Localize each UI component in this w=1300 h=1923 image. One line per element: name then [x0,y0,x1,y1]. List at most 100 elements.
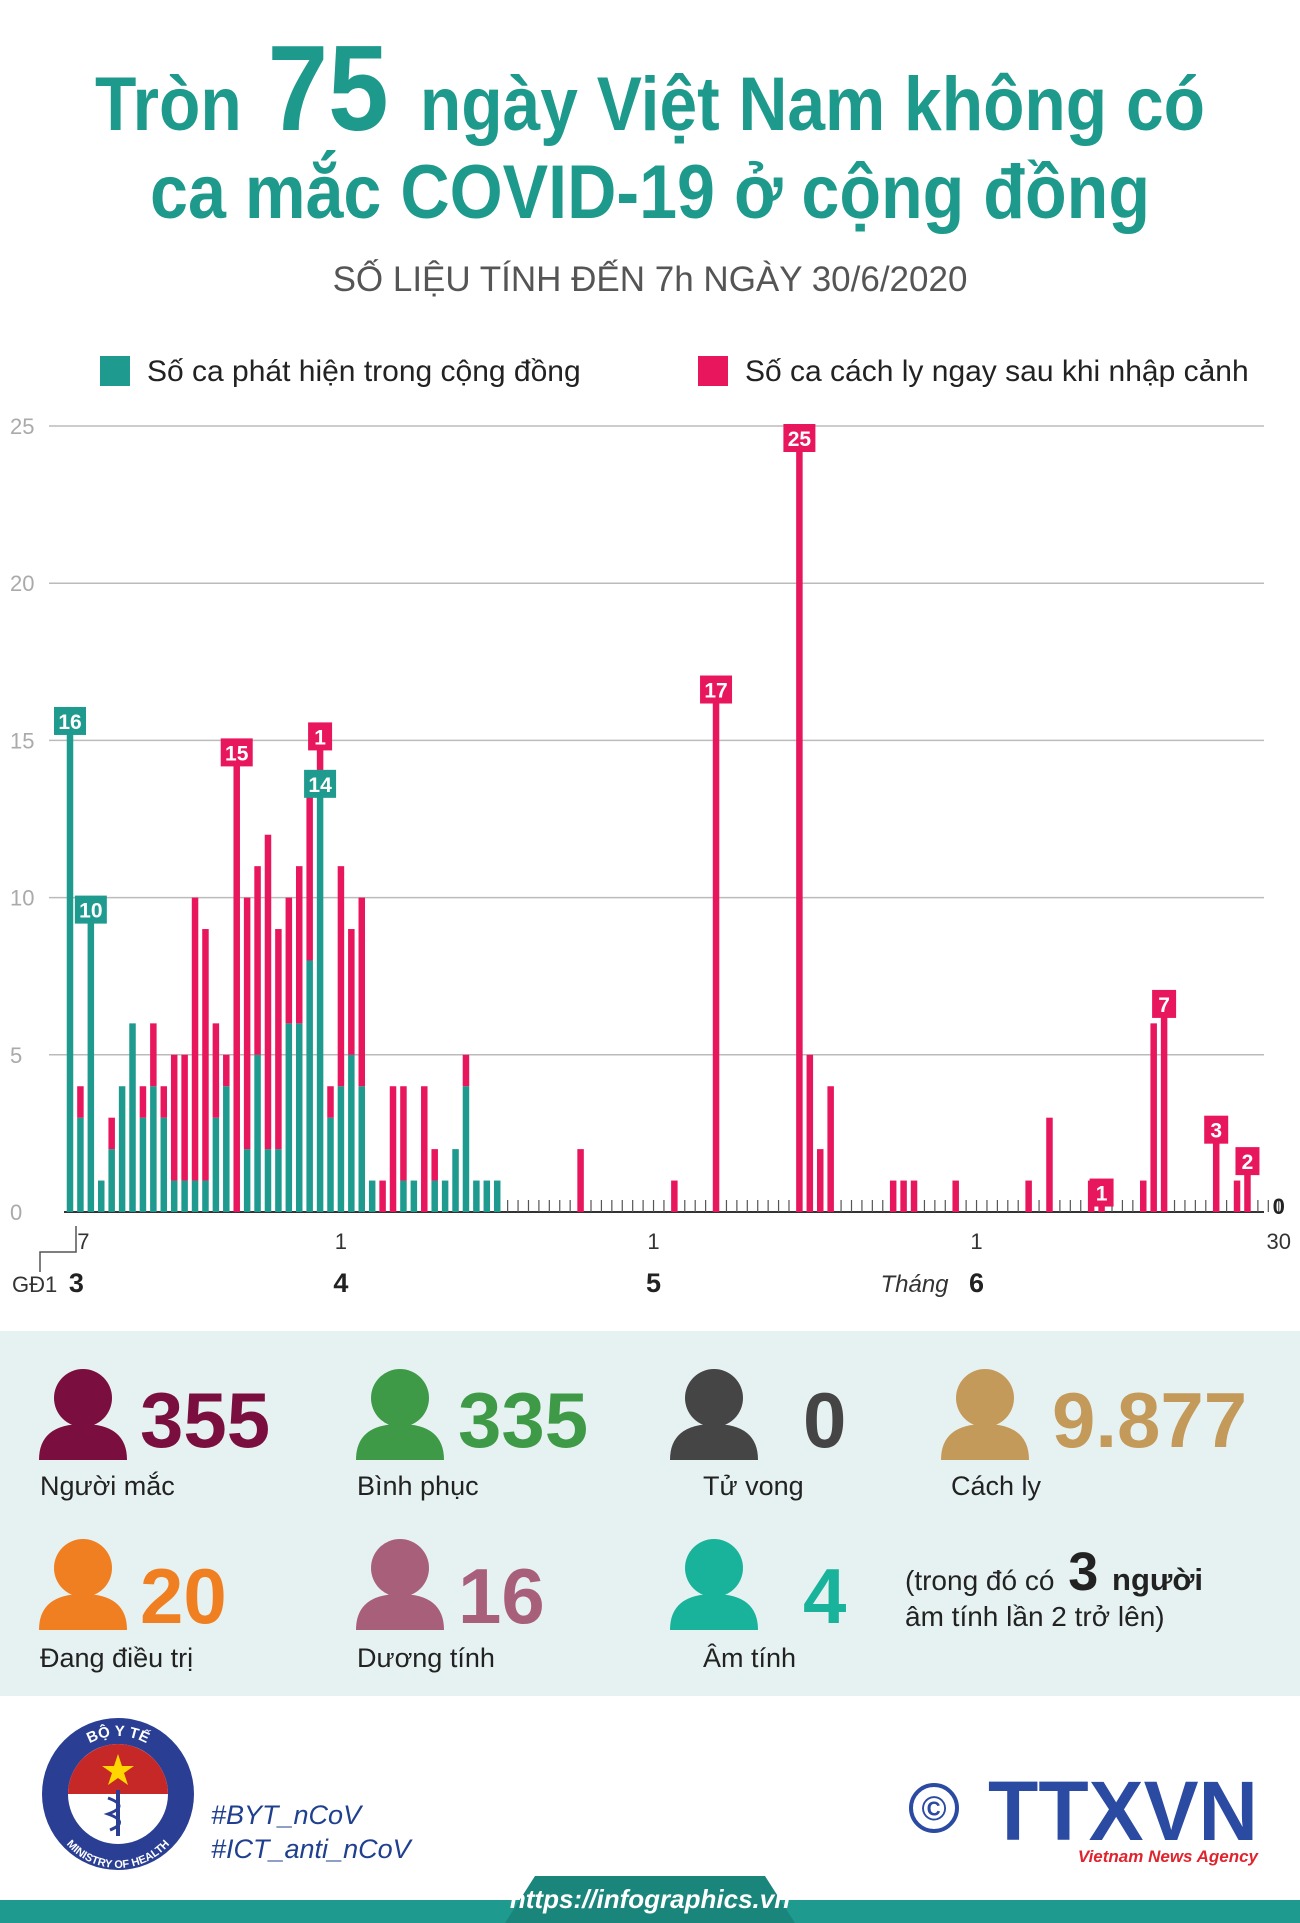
bar-segment [816,1149,824,1212]
bar-segment [1025,1180,1032,1212]
bar-segment [712,677,720,1212]
person-icon-head [54,1369,112,1427]
note-suffix: người [1112,1562,1203,1597]
person-icon-head [371,1539,429,1597]
bar-segment [483,1180,491,1212]
bar-segment [327,1086,334,1118]
x-tick-label: 1 [335,1229,347,1254]
value-label-box [74,895,107,924]
bar-segment [87,897,95,1212]
person-icon-head [956,1369,1014,1427]
title-line2: ca mắc COVID-19 ở cộng đồng [150,150,1150,235]
bar-segment [421,1086,428,1212]
bar-segment [254,866,261,1055]
stat-label: Âm tính [703,1642,796,1673]
bar-segment [285,897,293,1024]
bar-segment [462,1054,470,1087]
phase-bracket [39,1226,77,1272]
bar-segment [316,740,324,772]
y-tick-label: 20 [10,571,34,596]
bar-segment [441,1180,449,1212]
stat-value: 9.877 [1052,1376,1247,1464]
bar-segment [827,1086,834,1212]
bar-segment [150,1023,157,1087]
person-icon-body [356,1424,444,1460]
bar-segment [452,1149,459,1212]
value-label-box [700,675,733,704]
bar-segment [212,1117,220,1212]
footer-tab [505,1876,795,1923]
value-label: 3 [1210,1120,1222,1143]
person-icon-head [685,1539,743,1597]
bar-segment [202,1180,209,1212]
stat-label: Đang điều trị [40,1643,193,1673]
bar-segment [389,1086,397,1212]
bar-segment [191,1180,199,1212]
x-tick-label: 7 [77,1229,89,1254]
bar-segment [358,1086,366,1212]
legend-label: Số ca cách ly ngay sau khi nhập cảnh [745,355,1249,388]
stat-value: 335 [458,1376,588,1464]
value-label-box [1235,1147,1260,1176]
bar-segment [806,1054,814,1212]
y-tick-label: 10 [10,886,34,911]
y-tick-label: 5 [10,1043,22,1068]
stat-value: 4 [803,1552,846,1640]
bar-segment [577,1149,584,1212]
stat-value: 355 [140,1376,270,1464]
value-label: 1 [1096,1183,1108,1206]
copyright-circle [909,1783,959,1833]
bar-segment [952,1180,959,1212]
bar-segment [129,1023,136,1212]
value-label-box [304,769,337,798]
person-icon-head [54,1539,112,1597]
note-number: 3 [1068,1542,1098,1602]
bar-segment [306,960,313,1212]
bar-segment [796,426,803,1212]
value-label: 10 [79,900,102,923]
value-label-box [1204,1115,1229,1144]
value-label-box [783,424,816,452]
stat-label: Dương tính [357,1643,495,1673]
value-label-box [1152,989,1177,1018]
person-icon-head [685,1369,743,1427]
bar-segment [275,929,282,1150]
month-label: 6 [969,1268,984,1298]
person-icon-body [39,1424,127,1460]
copyright: © [921,1790,946,1828]
bar-segment [275,1149,282,1212]
person-icon-body [39,1594,127,1630]
bar-segment [348,929,355,1055]
ministry-snake [103,1796,121,1832]
bar-segment [306,771,313,961]
bar-segment [327,1117,334,1212]
bar-segment [160,1117,168,1212]
value-label: 2 [1242,1151,1254,1174]
bar-segment [910,1180,918,1212]
bar-segment [431,1180,438,1212]
legend-swatch [100,356,130,386]
person-icon-body [941,1424,1029,1460]
note-line1: (trong đó có 3 người [905,1542,1203,1602]
value-label: 17 [704,680,727,703]
bar-segment [108,1117,115,1150]
bar-segment [493,1180,501,1212]
legend-label: Số ca phát hiện trong cộng đồng [147,355,581,388]
bar-segment [1150,1023,1157,1212]
value-label: 16 [58,711,81,734]
bar-segment [233,740,240,1212]
bar-segment [98,1180,105,1212]
bar-segment [400,1086,407,1181]
subtitle: SỐ LIỆU TÍNH ĐẾN 7h NGÀY 30/6/2020 [333,259,968,299]
bar-segment [410,1180,418,1212]
bar-segment [170,1180,178,1212]
bar-segment [1160,991,1168,1212]
agency-name: Vietnam News Agency [1078,1847,1260,1866]
bar-segment [368,1180,376,1212]
value-label: 14 [308,774,332,797]
bar-segment [191,897,199,1181]
value-label: 0 [1273,1194,1285,1219]
stats-panel [0,1331,1300,1696]
agency-logo: TTXVN [988,1764,1258,1858]
